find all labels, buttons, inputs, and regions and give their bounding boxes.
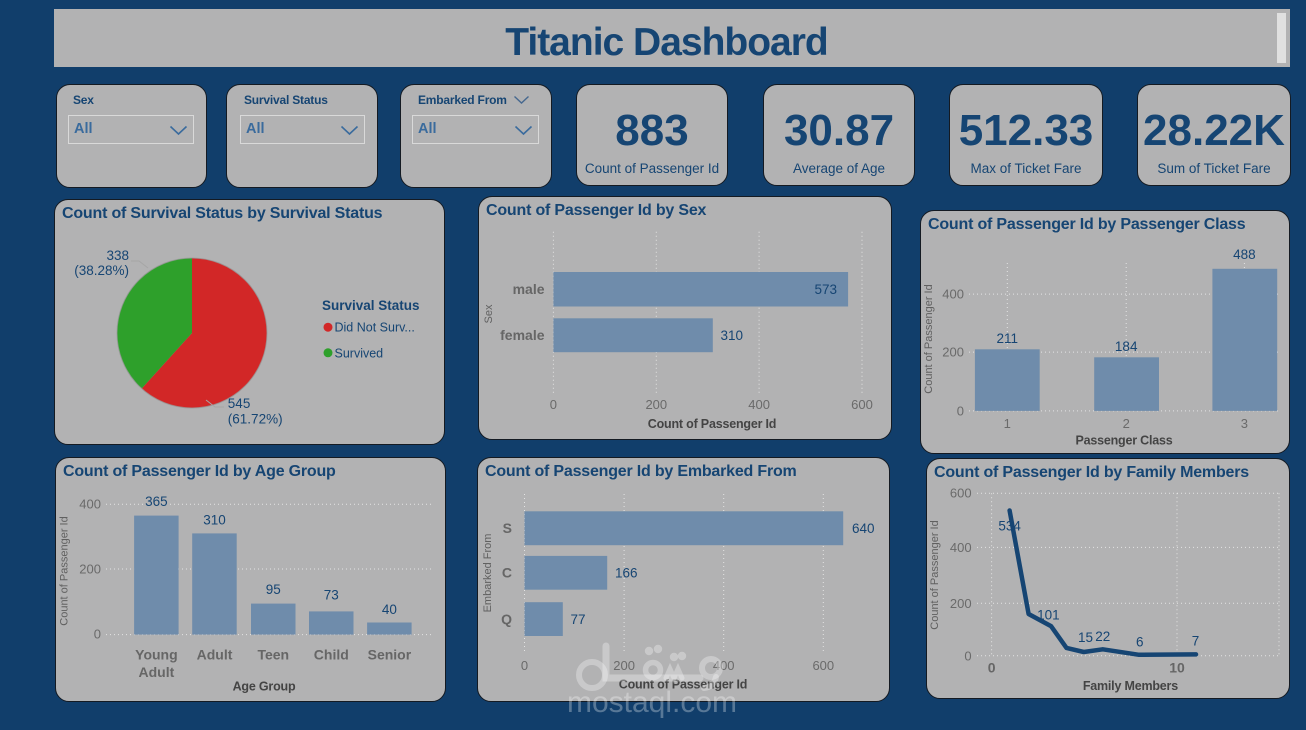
svg-text:365: 365	[145, 494, 168, 509]
svg-text:Age Group: Age Group	[233, 679, 296, 693]
svg-text:73: 73	[324, 588, 339, 603]
svg-text:(38.28%): (38.28%)	[74, 263, 129, 278]
svg-text:400: 400	[79, 497, 101, 512]
svg-text:211: 211	[997, 331, 1019, 346]
svg-text:Count of Passenger Id: Count of Passenger Id	[59, 516, 71, 625]
svg-text:Passenger Class: Passenger Class	[1075, 434, 1172, 448]
svg-text:400: 400	[748, 397, 770, 412]
svg-text:40: 40	[382, 602, 397, 617]
svg-text:6: 6	[1136, 635, 1144, 650]
svg-text:573: 573	[814, 282, 837, 297]
svg-text:600: 600	[812, 658, 834, 673]
svg-text:310: 310	[721, 328, 744, 343]
svg-text:Count of Passenger Id: Count of Passenger Id	[929, 520, 941, 629]
svg-text:S: S	[503, 520, 512, 536]
svg-text:0: 0	[988, 660, 996, 676]
svg-text:0: 0	[957, 403, 964, 418]
svg-text:200: 200	[645, 397, 667, 412]
svg-text:Young: Young	[135, 646, 178, 662]
svg-text:640: 640	[852, 521, 875, 536]
svg-text:15: 15	[1078, 630, 1093, 645]
svg-text:200: 200	[950, 596, 972, 611]
svg-text:310: 310	[203, 513, 226, 528]
svg-text:200: 200	[613, 658, 635, 673]
svg-text:7: 7	[1192, 634, 1200, 649]
svg-text:0: 0	[964, 648, 971, 663]
svg-text:Q: Q	[501, 611, 512, 627]
svg-text:Survival Status: Survival Status	[322, 298, 420, 313]
svg-text:77: 77	[571, 612, 586, 627]
svg-text:Child: Child	[314, 646, 349, 662]
svg-text:Teen: Teen	[257, 646, 289, 662]
svg-text:Count of Passenger Id: Count of Passenger Id	[648, 417, 776, 431]
svg-text:Family Members: Family Members	[1083, 679, 1178, 693]
svg-text:600: 600	[851, 397, 873, 412]
svg-text:Did Not Surv...: Did Not Surv...	[335, 321, 415, 335]
svg-text:female: female	[500, 327, 545, 343]
svg-text:0: 0	[94, 627, 101, 642]
svg-text:338: 338	[106, 248, 129, 263]
svg-text:0: 0	[521, 658, 528, 673]
svg-text:400: 400	[950, 540, 972, 555]
svg-text:Adult: Adult	[139, 664, 175, 680]
svg-text:95: 95	[266, 582, 281, 597]
svg-text:101: 101	[1037, 608, 1060, 623]
svg-text:200: 200	[942, 345, 964, 360]
svg-text:400: 400	[713, 658, 735, 673]
svg-text:534: 534	[998, 519, 1021, 534]
svg-text:0: 0	[550, 397, 557, 412]
svg-text:Embarked From: Embarked From	[482, 534, 494, 613]
svg-text:Adult: Adult	[197, 646, 233, 662]
svg-text:166: 166	[615, 565, 638, 580]
svg-text:Survived: Survived	[335, 346, 384, 360]
svg-text:488: 488	[1233, 247, 1256, 262]
svg-text:Count of Passenger Id: Count of Passenger Id	[619, 678, 747, 692]
svg-text:2: 2	[1123, 416, 1130, 431]
svg-text:(61.72%): (61.72%)	[228, 412, 283, 427]
svg-text:male: male	[513, 281, 545, 297]
svg-text:184: 184	[1115, 339, 1138, 354]
svg-text:400: 400	[942, 287, 964, 302]
svg-text:1: 1	[1004, 416, 1011, 431]
svg-text:Sex: Sex	[483, 304, 495, 323]
svg-text:3: 3	[1241, 416, 1248, 431]
svg-text:10: 10	[1169, 660, 1185, 676]
svg-text:200: 200	[79, 562, 101, 577]
svg-text:C: C	[502, 564, 512, 580]
svg-text:545: 545	[228, 396, 251, 411]
svg-text:Count of Passenger Id: Count of Passenger Id	[923, 284, 935, 393]
svg-text:Senior: Senior	[368, 646, 412, 662]
svg-text:22: 22	[1095, 629, 1110, 644]
svg-text:600: 600	[950, 486, 972, 501]
